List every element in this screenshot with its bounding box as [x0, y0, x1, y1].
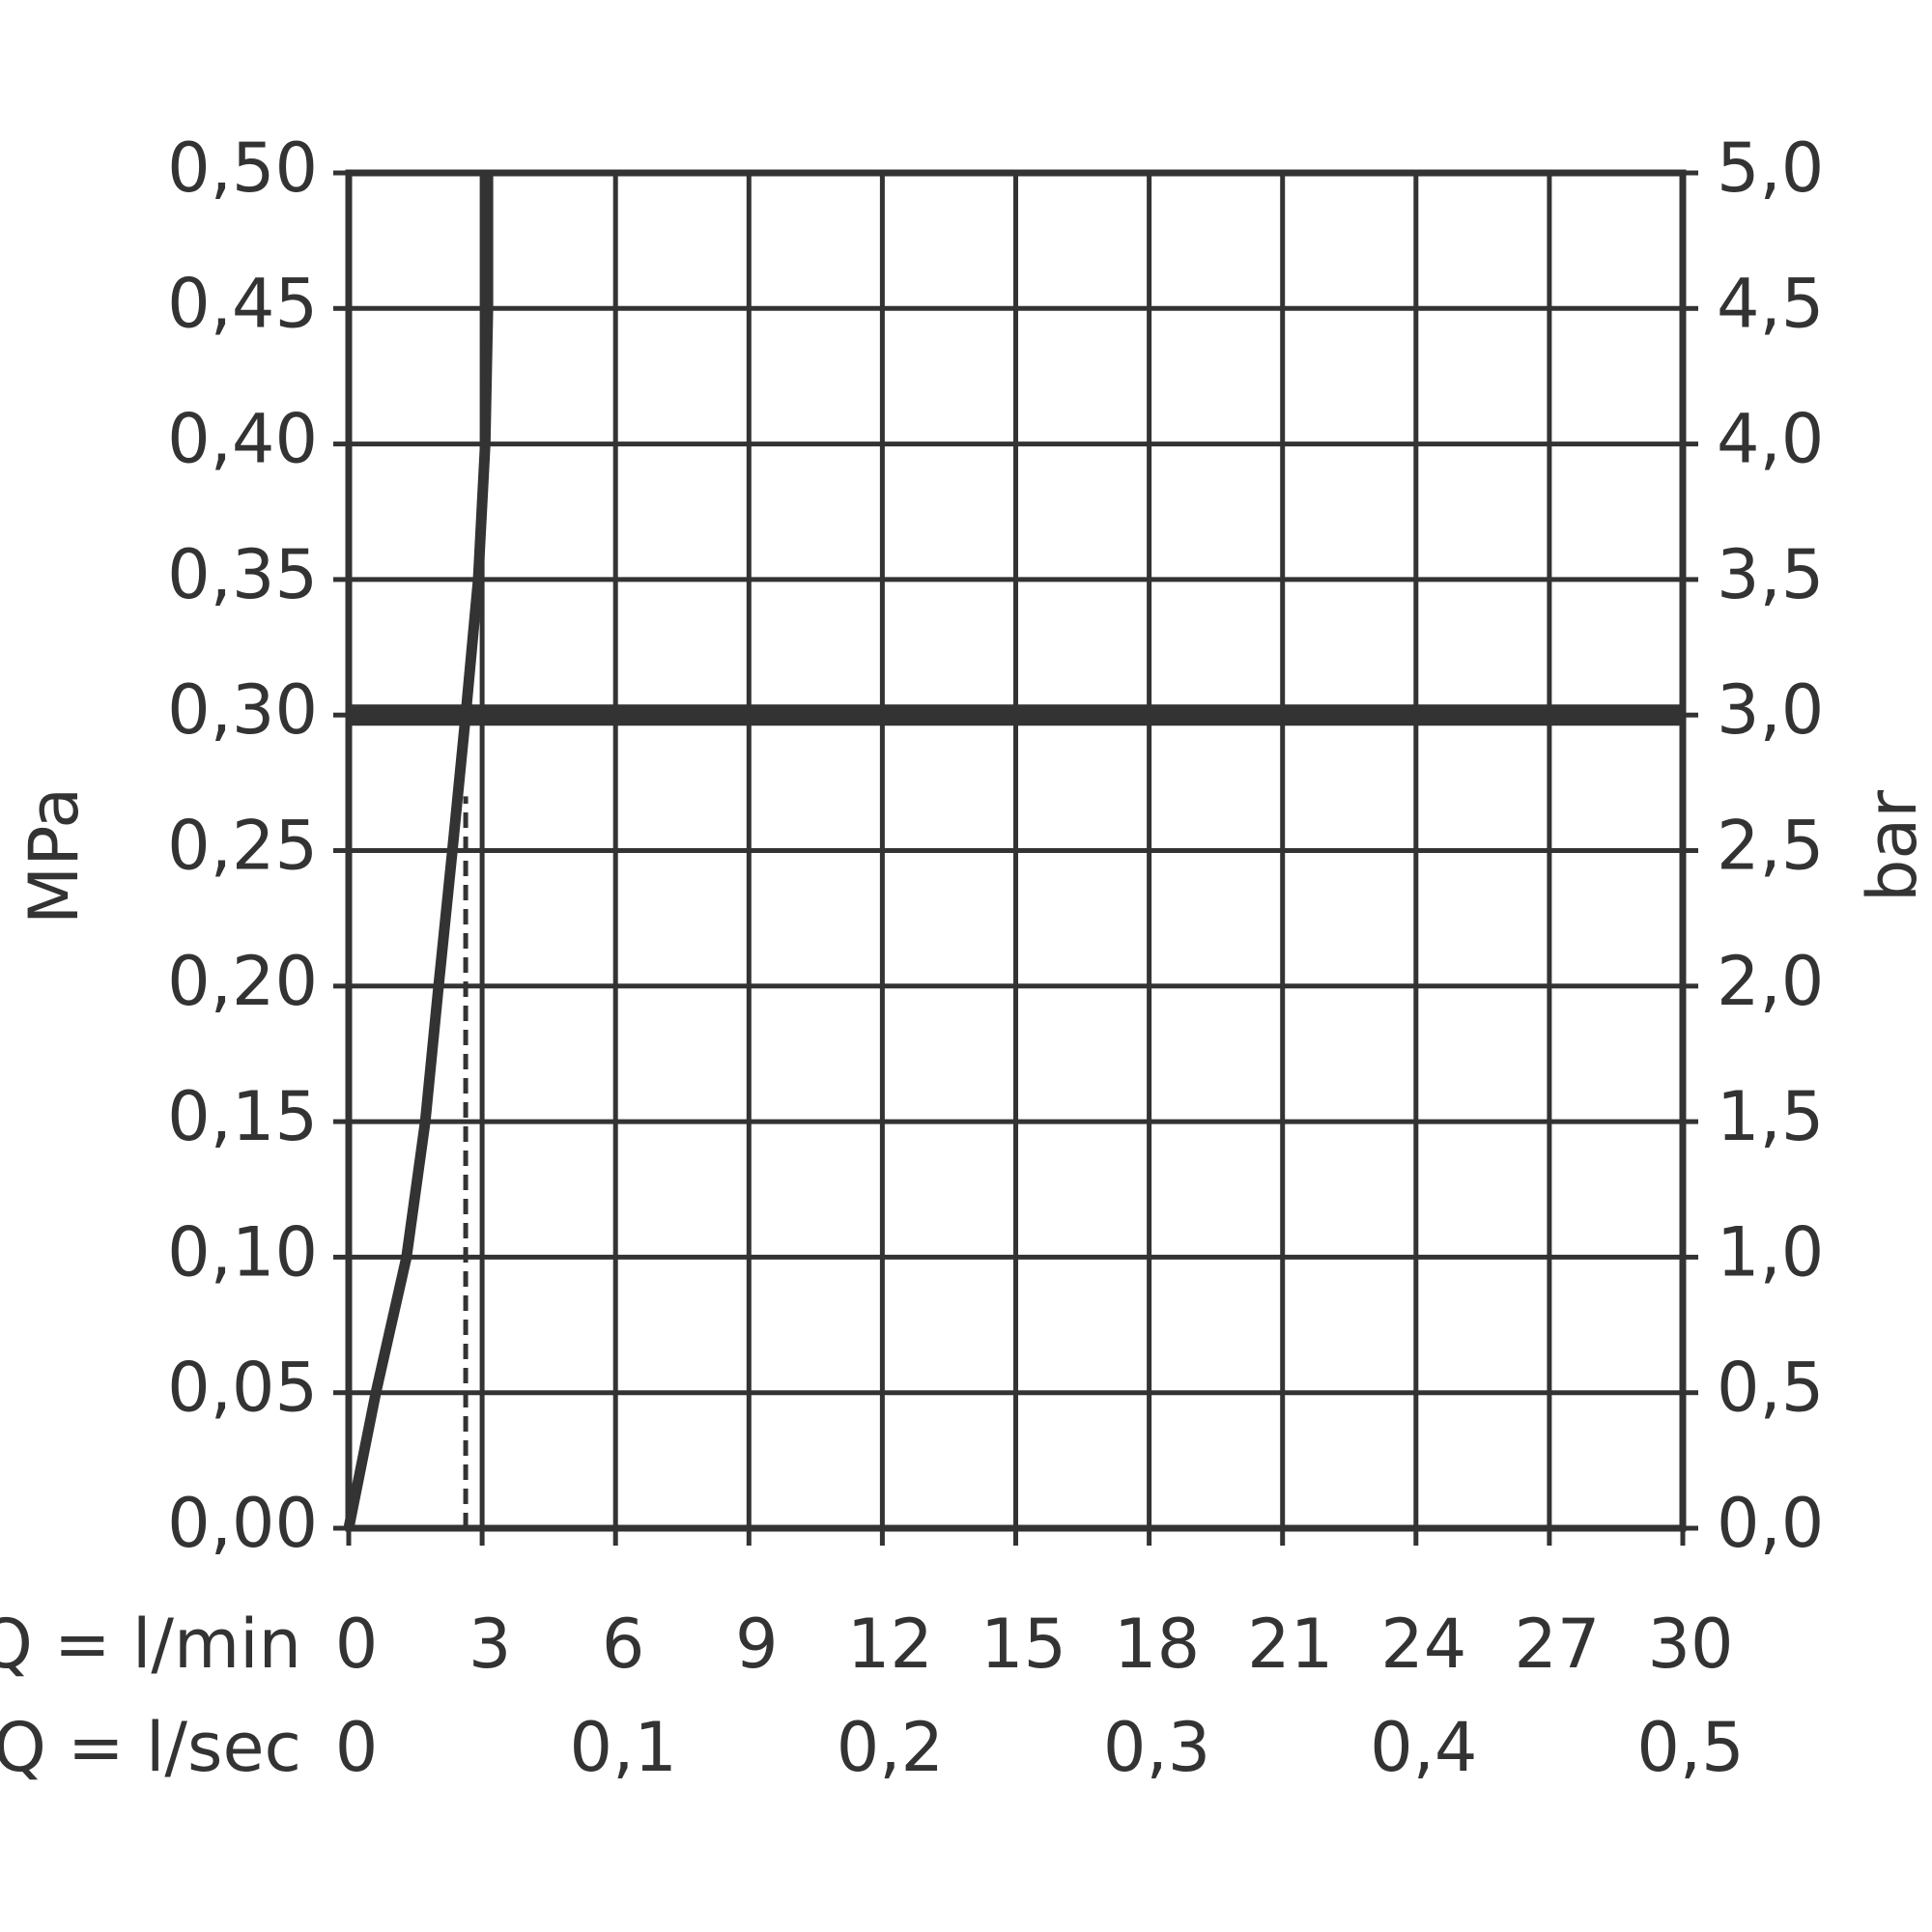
x-tick-label: 18	[1114, 1605, 1200, 1684]
x-tick-label: 24	[1380, 1605, 1466, 1684]
x-tick-label: 30	[1647, 1605, 1733, 1684]
y2-tick-label: 0,0	[1717, 1484, 1824, 1563]
x-axis-label: Q = l/min	[0, 1605, 301, 1684]
y-tick-label: 0,20	[167, 942, 318, 1021]
y2-tick-label: 2,0	[1717, 942, 1824, 1021]
y2-tick-label: 3,5	[1717, 535, 1824, 614]
y-tick-label: 0,00	[167, 1484, 318, 1563]
plot-frame	[345, 169, 1687, 1532]
x2-tick-label: 0,5	[1636, 1708, 1744, 1787]
y-tick-label: 0,35	[167, 535, 318, 614]
y2-tick-label: 5,0	[1717, 128, 1824, 208]
y-tick-label: 0,40	[167, 400, 318, 479]
y2-axis-label: bar	[1853, 790, 1932, 902]
y2-tick-label: 4,5	[1717, 264, 1824, 343]
x2-tick-label: 0,4	[1370, 1708, 1477, 1787]
y-tick-label: 0,15	[167, 1077, 318, 1156]
y-tick-label: 0,30	[167, 670, 318, 750]
y2-tick-label: 2,5	[1717, 807, 1824, 886]
x-tick-label: 9	[735, 1605, 779, 1684]
x2-tick-label: 0	[335, 1708, 379, 1787]
x2-tick-label: 0,2	[837, 1708, 944, 1787]
x2-axis-label: Q = l/sec	[0, 1708, 301, 1787]
y2-tick-label: 1,0	[1717, 1212, 1824, 1292]
y-tick-label: 0,05	[167, 1349, 318, 1428]
x-tick-label: 3	[469, 1605, 512, 1684]
y-axis-label: MPa	[14, 787, 94, 924]
x-tick-label: 27	[1514, 1605, 1600, 1684]
y2-tick-label: 4,0	[1717, 400, 1824, 479]
x-tick-label: 0	[335, 1605, 379, 1684]
x-tick-label: 6	[602, 1605, 645, 1684]
x-tick-label: 15	[980, 1605, 1066, 1684]
y2-tick-label: 1,5	[1717, 1077, 1824, 1156]
curve	[343, 173, 494, 1530]
y-tick-label: 0,50	[167, 128, 318, 208]
x-tick-label: 12	[847, 1605, 933, 1684]
y2-tick-label: 3,0	[1717, 670, 1824, 750]
y-tick-label: 0,10	[167, 1212, 318, 1292]
y-tick-label: 0,25	[167, 807, 318, 886]
x-tick-label: 21	[1247, 1605, 1333, 1684]
x2-tick-label: 0,1	[570, 1708, 677, 1787]
y-tick-label: 0,45	[167, 264, 318, 343]
y2-tick-label: 0,5	[1717, 1349, 1824, 1428]
x2-tick-label: 0,3	[1103, 1708, 1210, 1787]
